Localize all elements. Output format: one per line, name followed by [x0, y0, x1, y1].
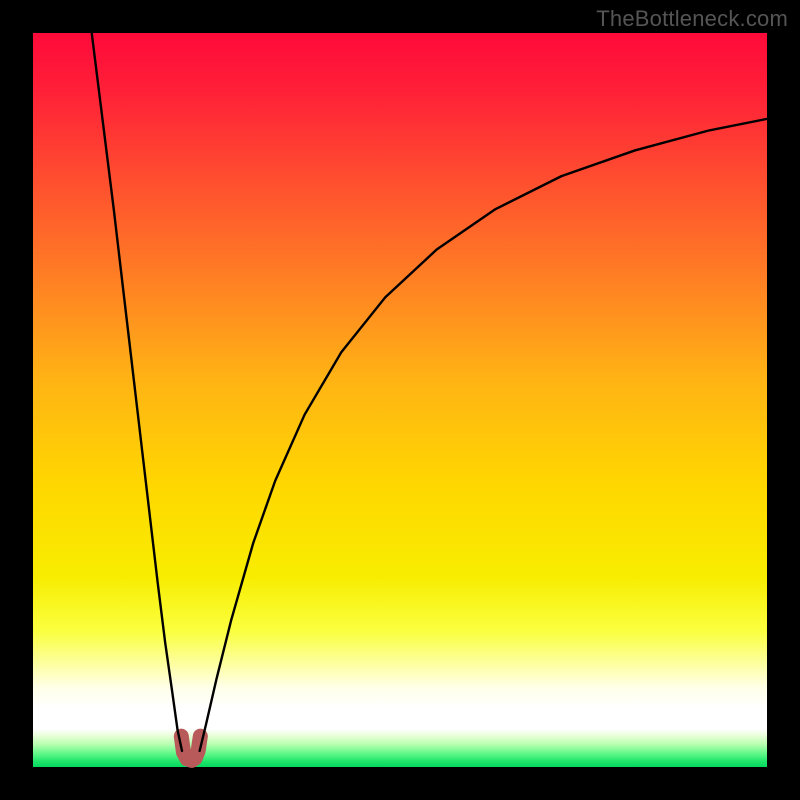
curve-right-branch	[200, 119, 767, 751]
plot-area	[33, 33, 767, 767]
trough-stub	[181, 736, 200, 760]
watermark-text: TheBottleneck.com	[596, 6, 788, 32]
curve-layer	[33, 33, 767, 767]
curve-left-branch	[92, 33, 182, 751]
stage: TheBottleneck.com	[0, 0, 800, 800]
